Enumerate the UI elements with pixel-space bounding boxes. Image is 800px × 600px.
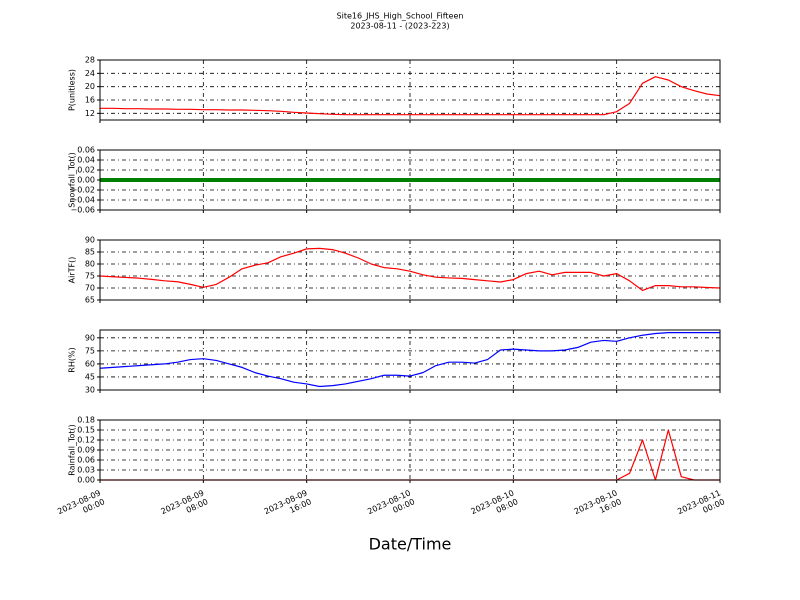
y-tick-label: 30 (85, 386, 95, 395)
data-line (99, 247, 721, 291)
y-tick-label: 0.06 (77, 146, 95, 155)
y-tick-label: 0.06 (77, 456, 95, 465)
y-tick-label: 12 (85, 109, 95, 118)
y-tick-label: 85 (85, 248, 95, 257)
y-tick-label: 0.12 (77, 436, 95, 445)
plot-frame (99, 59, 721, 121)
y-axis-label: Rainfall_Tot() (68, 424, 77, 476)
y-tick-label: 0.15 (77, 426, 95, 435)
y-tick-label: 0.03 (77, 466, 95, 475)
x-axis-label: Date/Time (369, 535, 452, 554)
plot-frame (99, 329, 721, 391)
chart-title: Site16_JHS_High_School_Fifteen (337, 12, 464, 21)
y-tick-label: 0.04 (77, 156, 95, 165)
plot-frame (99, 239, 721, 301)
plot-frame (99, 419, 721, 481)
y-tick-label: 90 (85, 236, 95, 245)
y-tick-label: 60 (85, 359, 95, 368)
y-tick-label: 0.02 (77, 166, 95, 175)
y-tick-label: 16 (85, 96, 95, 105)
y-tick-label: 90 (85, 333, 95, 342)
y-tick-label: −0.04 (70, 196, 95, 205)
y-axis-label: AirTF() (68, 257, 77, 284)
y-axis-label: RH(%) (68, 347, 77, 372)
plot-frame (99, 149, 721, 211)
y-tick-label: 0.09 (77, 446, 95, 455)
y-tick-label: 75 (85, 272, 95, 281)
y-tick-label: 80 (85, 260, 95, 269)
y-tick-label: 45 (85, 372, 95, 381)
y-tick-label: 0.18 (77, 416, 95, 425)
chart-subtitle: 2023-08-11 - (2023-223) (350, 22, 449, 31)
y-tick-label: 0.00 (77, 476, 95, 485)
y-tick-label: −0.02 (70, 186, 95, 195)
y-tick-label: 75 (85, 346, 95, 355)
y-axis-label: P(unitless) (68, 69, 77, 111)
y-tick-label: 28 (85, 56, 95, 65)
y-axis-label: Snowfall_Tot() (68, 152, 77, 208)
y-tick-label: −0.06 (70, 206, 95, 215)
y-tick-label: 65 (85, 296, 95, 305)
y-tick-label: 24 (85, 69, 95, 78)
y-tick-label: 0.00 (77, 176, 95, 185)
data-line (100, 76, 721, 116)
data-line (99, 332, 720, 388)
y-tick-label: 70 (85, 284, 95, 293)
y-tick-label: 20 (85, 82, 95, 91)
